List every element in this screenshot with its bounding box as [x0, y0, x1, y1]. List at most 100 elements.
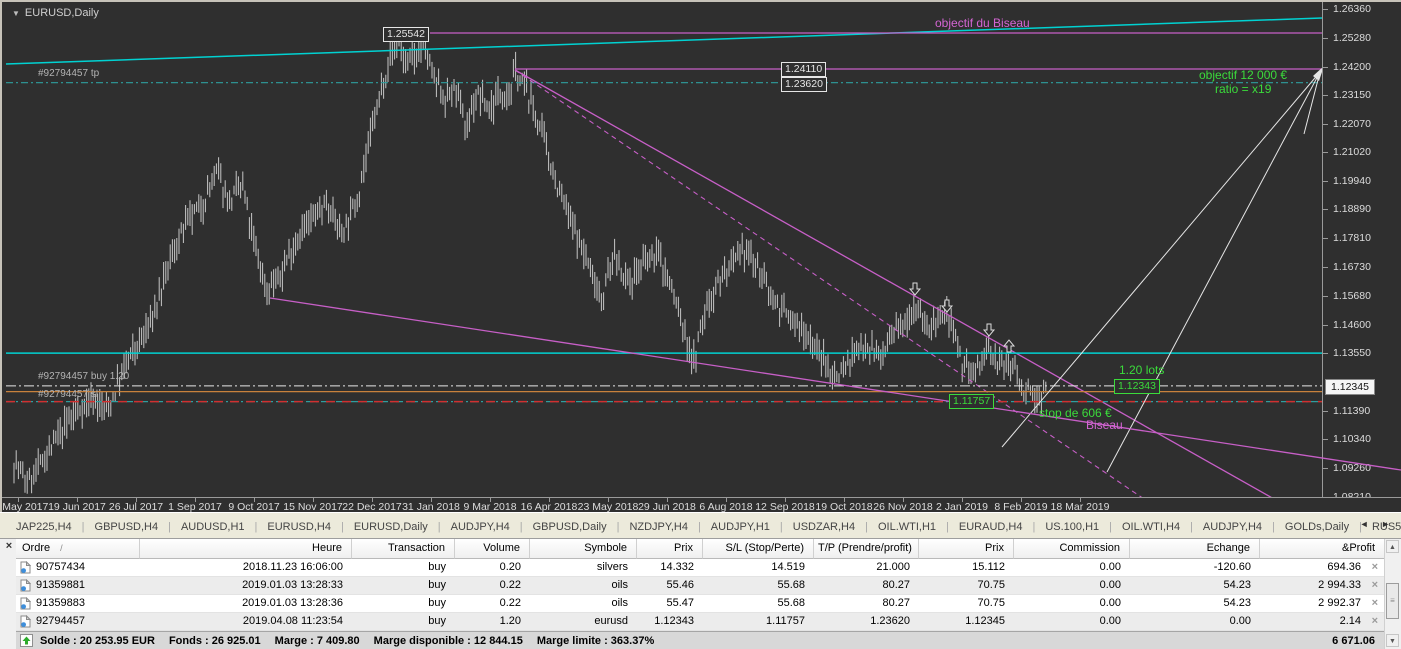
price-tick-label: 1.21020	[1333, 146, 1371, 158]
terminal-scrollbar[interactable]: ▲ ≡ ▼	[1384, 539, 1400, 649]
column-header[interactable]: S/L (Stop/Perte)	[703, 539, 814, 559]
cell-value: 15.112	[972, 561, 1005, 573]
tabs-scroll-left-button[interactable]: ◄	[1359, 519, 1369, 529]
table-row[interactable]: 92794457 2019.04.08 11:23:54 buy 1.20 eurusd…	[16, 613, 1385, 631]
arrow-down-icon[interactable]	[908, 282, 922, 296]
date-tick	[490, 498, 491, 502]
column-header[interactable]: Symbole	[530, 539, 637, 559]
column-header[interactable]: Ordre /	[16, 539, 140, 559]
cell-value: buy	[428, 597, 446, 609]
chart-canvas[interactable]	[2, 2, 1324, 499]
cell-value: 55.68	[777, 597, 805, 609]
cell-value: buy	[428, 579, 446, 591]
cell-value: buy	[428, 615, 446, 627]
date-tick-label: 22 Dec 2017	[342, 501, 402, 513]
chart-tab[interactable]: EURAUD,H4	[958, 521, 1023, 533]
balance-up-icon	[20, 634, 33, 649]
chart-tab[interactable]: AUDJPY,H1	[710, 521, 770, 533]
column-header[interactable]: Heure	[140, 539, 352, 559]
column-header[interactable]: Volume	[455, 539, 530, 559]
chart-tab[interactable]: GOLDs,Daily	[1284, 521, 1350, 533]
chart-tab[interactable]: RUS50,H4	[1371, 521, 1401, 533]
terminal-side-label: Terminal	[0, 594, 14, 649]
chart-tab[interactable]: OIL.WTI,H4	[1122, 521, 1181, 533]
wedge-upper-dashed-line[interactable]	[514, 69, 1145, 499]
balance-item: Marge : 7 409.80	[274, 635, 360, 647]
chart-tab[interactable]: GBPUSD,Daily	[532, 521, 607, 533]
arrow-down-icon[interactable]	[982, 323, 996, 337]
arrow-up-icon[interactable]	[1002, 339, 1016, 353]
scroll-up-button[interactable]: ▲	[1386, 540, 1399, 553]
entry-price-label[interactable]: 1.12343	[1114, 379, 1160, 394]
price-tick	[1323, 296, 1328, 297]
projection-arrow-line[interactable]	[1106, 71, 1321, 473]
terminal-close-button[interactable]: ×	[5, 540, 13, 552]
chart-tab[interactable]: AUDUSD,H1	[180, 521, 245, 533]
tab-separator: |	[1190, 521, 1193, 533]
projection-arrow-line[interactable]	[1001, 71, 1321, 448]
price-tick	[1323, 267, 1328, 268]
cell-value: -120.60	[1213, 561, 1251, 573]
cell-value: 0.00	[1099, 597, 1121, 609]
upper-channel-line[interactable]	[5, 17, 1323, 65]
chart-tab[interactable]: EURUSD,Daily	[353, 521, 428, 533]
cell-value: 70.75	[977, 597, 1005, 609]
table-row[interactable]: 91359881 2019.01.03 13:28:33 buy 0.22 oils 55…	[16, 577, 1385, 595]
chart-tab[interactable]: JAP225,H4	[16, 521, 72, 533]
objectif-biseau-text: objectif du Biseau	[935, 16, 1030, 30]
chart-tab[interactable]: AUDJPY,H4	[450, 521, 510, 533]
chart-tab[interactable]: USDZAR,H4	[792, 521, 856, 533]
close-position-button[interactable]: ×	[1371, 561, 1378, 573]
date-tick	[903, 498, 904, 502]
wedge-price-label[interactable]: 1.24110	[781, 62, 827, 77]
table-row[interactable]: 91359883 2019.01.03 13:28:36 buy 0.22 oils 55…	[16, 595, 1385, 613]
date-tick	[785, 498, 786, 502]
price-tick	[1323, 353, 1328, 354]
close-position-button[interactable]: ×	[1371, 579, 1378, 591]
sl-price-label[interactable]: 1.11757	[949, 394, 995, 409]
date-tick-label: 23 May 2018	[577, 501, 639, 513]
profit-value: 2.14	[1339, 615, 1361, 627]
chart-tab[interactable]: NZDJPY,H4	[629, 521, 688, 533]
chart-tab[interactable]: AUDJPY,H4	[1202, 521, 1263, 533]
date-tick-label: 12 May 2017	[0, 501, 49, 513]
tab-separator: |	[340, 521, 344, 533]
account-status-bar: Solde : 20 253.95 EUR Fonds : 26 925.01 Ma…	[16, 631, 1385, 649]
chart-tab[interactable]: US.100,H1	[1045, 521, 1100, 533]
price-tick-label: 1.18890	[1333, 203, 1371, 215]
date-tick	[844, 498, 845, 502]
peak-price-label[interactable]: 1.25542	[383, 27, 429, 42]
column-header[interactable]: &Profit	[1260, 539, 1385, 559]
column-header[interactable]: Transaction	[352, 539, 455, 559]
column-header[interactable]: T/P (Prendre/profit)	[814, 539, 919, 559]
arrow-down-icon[interactable]	[940, 299, 954, 313]
column-header[interactable]: Echange	[1130, 539, 1260, 559]
chart-tab[interactable]: GBPUSD,H4	[94, 521, 159, 533]
tp-price-label[interactable]: 1.23620	[781, 77, 827, 92]
table-header[interactable]: Ordre / Heure Transaction Volume Symbole Prix S…	[16, 539, 1385, 559]
chart-panel[interactable]: 1.12345 1.26360 1.25280 1.24200 1.23150 1.22…	[0, 0, 1401, 513]
date-tick	[667, 498, 668, 502]
column-header[interactable]: Commission	[1014, 539, 1130, 559]
wedge-upper-line[interactable]	[514, 69, 1275, 499]
tabs-scroll-right-button[interactable]: ►	[1381, 519, 1390, 529]
chart-tab[interactable]: OIL.WTI,H1	[877, 521, 937, 533]
projection-arrow-line[interactable]	[1303, 71, 1321, 135]
close-position-button[interactable]: ×	[1371, 597, 1378, 609]
price-tick	[1323, 238, 1328, 239]
table-row[interactable]: 90757434 2018.11.23 16:06:00 buy 0.20 silver…	[16, 559, 1385, 577]
tab-separator: |	[81, 521, 85, 533]
column-header[interactable]: Prix	[637, 539, 703, 559]
price-tick	[1323, 9, 1328, 10]
scroll-down-button[interactable]: ▼	[1386, 634, 1399, 647]
balance-item: Solde : 20 253.95 EUR	[40, 635, 155, 647]
date-tick-label: 19 Oct 2018	[815, 501, 873, 513]
price-tick-label: 1.25280	[1333, 32, 1371, 44]
close-position-button[interactable]: ×	[1371, 615, 1378, 627]
cell-value: 54.23	[1223, 597, 1251, 609]
chart-symbol-dropdown[interactable]: ▼ EURUSD,Daily	[12, 7, 99, 19]
chart-tab[interactable]: EURUSD,H4	[267, 521, 331, 533]
column-header[interactable]: Prix	[919, 539, 1014, 559]
balance-item: Marge disponible : 12 844.15	[373, 635, 523, 647]
scroll-thumb[interactable]: ≡	[1386, 583, 1399, 619]
